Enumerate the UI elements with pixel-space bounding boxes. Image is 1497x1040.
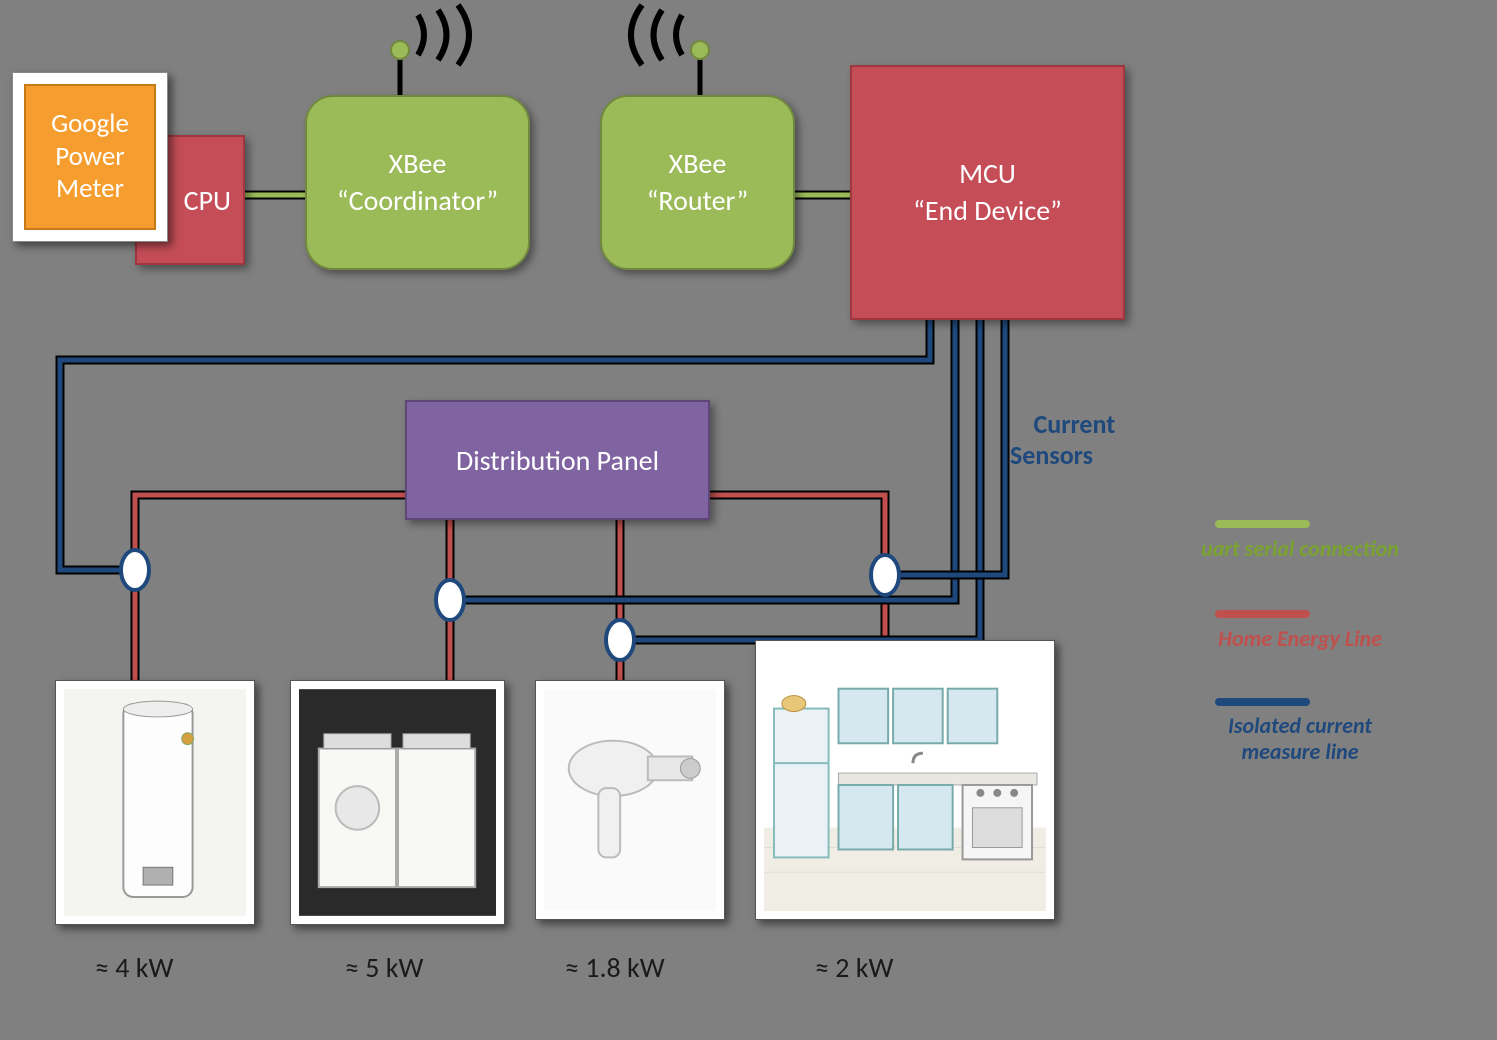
legend-label-uart: uart serial connection: [1175, 535, 1425, 562]
legend-label-energy: Home Energy Line: [1175, 625, 1425, 652]
google-label: Google Power Meter: [51, 108, 129, 205]
diagram-canvas: CPU Google Power Meter XBee “Coordinator…: [0, 0, 1497, 1040]
legend-line-energy: [1215, 610, 1310, 618]
google-node: Google Power Meter: [24, 84, 156, 230]
distribution-panel-node: Distribution Panel: [405, 400, 710, 520]
xbee-router-node: XBee “Router”: [600, 95, 795, 270]
water-heater-icon: [64, 689, 246, 916]
appliance-hair-dryer: [535, 680, 725, 920]
distribution-panel-label: Distribution Panel: [456, 443, 659, 478]
legend-line-sense: [1215, 698, 1310, 706]
xbee-coordinator-label: XBee “Coordinator”: [337, 146, 498, 219]
xbee-coordinator-node: XBee “Coordinator”: [305, 95, 530, 270]
current-sensors-label: Current Sensors: [1010, 378, 1115, 503]
mcu-node: MCU “End Device”: [850, 65, 1125, 320]
power-kitchen: ≈ 2 kW: [815, 950, 893, 985]
appliance-water-heater: [55, 680, 255, 925]
washer-dryer-icon: [299, 689, 496, 916]
cpu-label: CPU: [184, 183, 231, 218]
legend-label-sense: Isolated current measure line: [1175, 713, 1425, 766]
xbee-router-label: XBee “Router”: [647, 146, 749, 219]
power-water-heater: ≈ 4 kW: [95, 950, 173, 985]
legend-line-uart: [1215, 520, 1310, 528]
mcu-label: MCU “End Device”: [913, 156, 1062, 229]
power-hair-dryer: ≈ 1.8 kW: [565, 950, 665, 985]
appliance-kitchen: [755, 640, 1055, 920]
antenna-coordinator: [391, 5, 469, 95]
antenna-router: [631, 5, 709, 95]
appliance-washer-dryer: [290, 680, 505, 925]
kitchen-icon: [764, 649, 1046, 911]
power-washer-dryer: ≈ 5 kW: [345, 950, 423, 985]
hair-dryer-icon: [544, 689, 716, 911]
